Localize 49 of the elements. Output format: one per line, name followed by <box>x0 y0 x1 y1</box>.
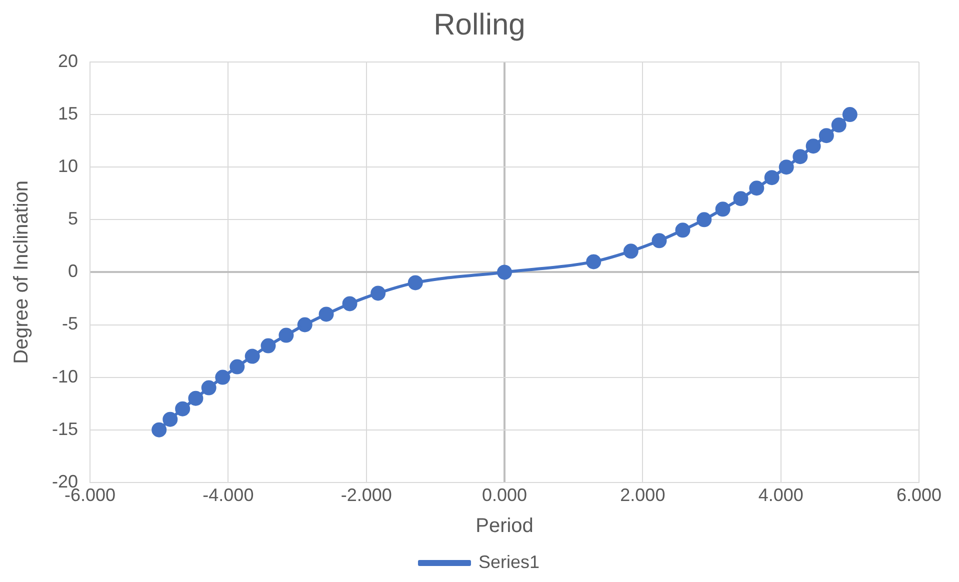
point <box>586 254 602 270</box>
point <box>408 275 423 290</box>
point <box>497 264 512 280</box>
x-tick-label: 4.000 <box>758 485 804 506</box>
point <box>370 286 386 301</box>
x-tick-label: -2.000 <box>340 485 392 506</box>
point <box>215 370 230 385</box>
point <box>818 128 834 144</box>
y-axis-title: Degree of Inclination <box>10 180 33 364</box>
point <box>806 138 821 154</box>
point <box>831 118 846 133</box>
point <box>318 306 334 322</box>
x-tick-label: 6.000 <box>896 485 942 506</box>
point <box>297 317 312 332</box>
y-tick-label: -15 <box>52 418 78 439</box>
y-tick-label: -5 <box>62 314 78 334</box>
y-tick-label: -10 <box>52 366 78 386</box>
chart-title: Rolling <box>434 8 526 42</box>
point <box>715 202 730 217</box>
point <box>188 390 204 406</box>
y-tick-label: 5 <box>68 208 78 229</box>
y-tick-label: 10 <box>58 156 78 176</box>
point <box>778 160 794 175</box>
point <box>792 149 808 164</box>
point <box>201 380 216 396</box>
point <box>244 348 260 364</box>
x-tick-label: 0.000 <box>482 485 528 506</box>
point <box>842 107 858 122</box>
point <box>278 328 294 343</box>
point <box>733 191 748 206</box>
point <box>342 296 358 312</box>
point <box>162 412 178 427</box>
legend-label: Series1 <box>478 552 540 572</box>
y-tick-label: 15 <box>58 104 78 124</box>
point <box>652 233 667 248</box>
x-tick-label: -4.000 <box>202 485 254 506</box>
point <box>749 180 764 196</box>
point <box>260 338 276 354</box>
y-tick-label: 0 <box>68 261 78 282</box>
point <box>764 170 780 186</box>
x-tick-label: 2.000 <box>620 485 666 506</box>
point <box>152 422 167 438</box>
x-axis-title: Period <box>476 514 534 537</box>
point <box>696 212 712 228</box>
point <box>230 359 245 374</box>
point <box>623 244 638 259</box>
point <box>175 401 190 416</box>
y-tick-label: 20 <box>58 50 78 71</box>
point <box>675 222 690 238</box>
